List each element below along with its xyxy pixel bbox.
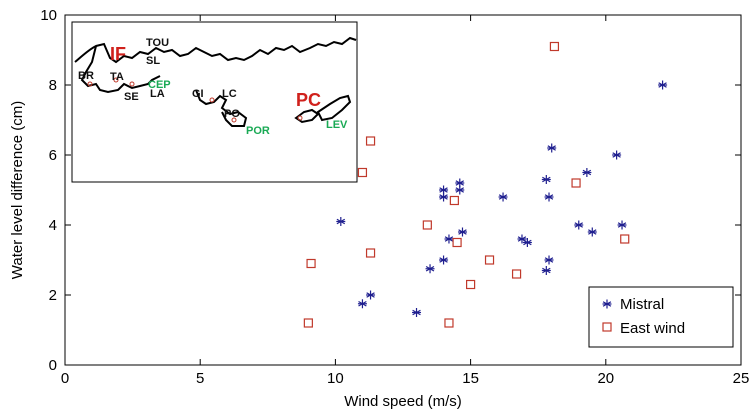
y-axis-label: Water level difference (cm) (9, 101, 26, 279)
east-wind-point (303, 318, 313, 328)
map-label-tou: TOU (146, 37, 169, 49)
east-wind-point (511, 269, 522, 279)
east-wind-point (452, 237, 462, 248)
east-wind-point (365, 248, 376, 258)
mistral-point (444, 234, 454, 244)
island-levant (316, 94, 352, 122)
coastline (74, 36, 357, 64)
mistral-point (457, 227, 467, 237)
east-wind-point (484, 255, 495, 265)
east-wind-point (620, 234, 630, 244)
mistral-point (544, 255, 554, 265)
site-marker (231, 117, 237, 123)
mistral-point (541, 266, 551, 275)
map-label-lev: LEV (326, 119, 348, 131)
mistral-point (547, 143, 557, 153)
legend-mistral-label: Mistral (620, 296, 664, 313)
legend: Mistral East wind (588, 286, 734, 348)
y-tick-label: 0 (49, 357, 57, 374)
map-label-po: PO (224, 108, 240, 120)
legend-east-wind-label: East wind (620, 320, 685, 337)
x-tick-label: 20 (597, 370, 614, 387)
site-marker (297, 115, 303, 121)
east-wind-point (549, 41, 560, 52)
y-tick-label: 10 (40, 7, 57, 24)
east-wind-point (466, 279, 476, 290)
legend-mistral-marker (602, 299, 612, 309)
x-tick-label: 25 (733, 370, 750, 387)
mistral-point (587, 227, 597, 237)
x-axis-label: Wind speed (m/s) (344, 393, 462, 410)
mistral-point (522, 238, 532, 247)
mistral-point (412, 308, 422, 317)
east-wind-point (449, 195, 459, 206)
map-label-if: IF (110, 44, 126, 64)
map-label-ta: TA (110, 71, 124, 83)
map-label-se: SE (124, 91, 139, 103)
map-label-lc: LC (222, 88, 237, 100)
mistral-point (455, 185, 465, 195)
east-wind-point (422, 220, 432, 230)
site-marker (129, 81, 135, 87)
map-label-br: BR (78, 70, 94, 82)
axis-ticks: 0 5 10 15 20 25 0 2 4 6 8 10 (40, 7, 749, 387)
map-label-sl: SL (146, 55, 160, 67)
east-wind-point (365, 136, 376, 146)
map-label-la: LA (150, 88, 165, 100)
y-tick-label: 2 (49, 287, 57, 304)
y-tick-label: 8 (49, 77, 57, 94)
y-tick-label: 6 (49, 147, 57, 164)
mistral-point (357, 299, 367, 309)
map-label-pc: PC (296, 90, 321, 110)
east-wind-point (306, 258, 316, 269)
x-tick-label: 15 (462, 370, 479, 387)
legend-east-wind-marker (602, 322, 612, 332)
mistral-point (498, 192, 508, 202)
plot-frame (64, 14, 742, 366)
site-marker (209, 97, 215, 103)
map-label-por: POR (246, 125, 270, 137)
mistral-point (574, 220, 584, 230)
mistral-point (439, 255, 449, 265)
mistral-point (612, 150, 622, 160)
site-marker (87, 81, 93, 87)
coastline-toulon (195, 89, 248, 127)
inset-map: IF PC TOU SL BR TA SE LA GI LC PO CEP PO… (71, 21, 358, 183)
x-tick-label: 0 (61, 370, 69, 387)
legend-mistral-asterisk (602, 299, 612, 309)
site-marker (113, 77, 119, 83)
x-tick-label: 10 (327, 370, 344, 387)
mistral-point (439, 185, 449, 195)
coastline-marseille (80, 45, 161, 94)
x-tick-label: 5 (196, 370, 204, 387)
mistral-point (366, 290, 376, 300)
mistral-point (544, 192, 554, 202)
mistral-point (658, 80, 668, 90)
mistral-point (582, 168, 592, 177)
map-label-gi: GI (192, 88, 204, 100)
mistral-point (425, 264, 435, 274)
legend-box (588, 286, 734, 348)
east-wind-point (571, 178, 581, 188)
data-points (303, 41, 668, 328)
mistral-point (336, 217, 346, 226)
east-wind-point (357, 167, 368, 178)
mistral-point (617, 220, 627, 230)
east-wind-point (444, 318, 454, 328)
y-tick-label: 4 (49, 217, 57, 234)
map-label-cep: CEP (148, 79, 171, 91)
mistral-point (541, 175, 551, 184)
